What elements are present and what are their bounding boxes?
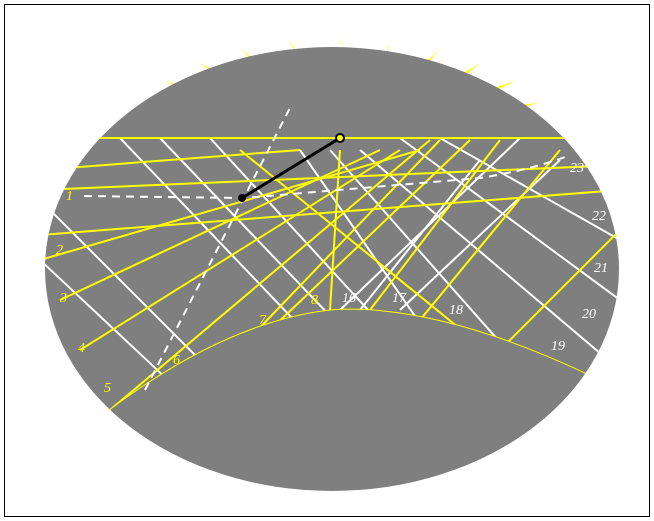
- hour-label-20: 20: [582, 307, 596, 322]
- yellow-hour-line: [45, 149, 421, 261]
- hour-label-22: 22: [592, 209, 606, 224]
- dashed-axis-line: [144, 103, 293, 391]
- hour-label-23: 23: [570, 161, 584, 176]
- hour-label-19: 19: [551, 339, 565, 354]
- hour-label-18: 18: [449, 303, 463, 318]
- sun-disc: [212, 80, 468, 138]
- white-hour-line: [399, 137, 619, 301]
- yellow-hour-line: [59, 149, 381, 301]
- yellow-hour-line: [45, 149, 301, 171]
- yellow-hour-line: [269, 139, 471, 331]
- hour-label-21: 21: [594, 261, 608, 276]
- gnomon-foot: [238, 194, 246, 202]
- white-hour-line: [399, 159, 561, 311]
- hour-label-8: 8: [311, 293, 318, 308]
- hour-label-3: 3: [59, 291, 67, 306]
- hour-label-1: 1: [66, 189, 73, 204]
- gnomon: [241, 136, 341, 200]
- yellow-hour-line: [329, 149, 341, 311]
- white-hour-line: [439, 137, 619, 241]
- hour-labels-left: 1 2 3 4 5 6 7 8: [56, 189, 318, 396]
- hour-label-7: 7: [259, 313, 267, 328]
- hour-label-16: 16: [342, 291, 356, 306]
- yellow-hour-line: [109, 139, 431, 411]
- hour-labels-right: 16 17 18 19 20 21 22 23: [342, 161, 608, 354]
- white-hour-line: [359, 159, 481, 311]
- dashed-horizon-line: [83, 155, 569, 200]
- hour-label-4: 4: [78, 341, 85, 356]
- hour-label-2: 2: [56, 243, 63, 258]
- hour-label-6: 6: [173, 353, 180, 368]
- yellow-hour-line: [499, 229, 619, 351]
- yellow-hour-lines: [45, 137, 619, 411]
- hour-label-5: 5: [104, 381, 111, 396]
- lower-plate: [60, 309, 619, 470]
- yellow-hour-line: [45, 189, 619, 236]
- hour-label-17: 17: [392, 291, 407, 306]
- yellow-hour-line: [369, 139, 501, 311]
- yellow-hour-line: [419, 149, 561, 321]
- yellow-hour-line: [79, 149, 401, 351]
- gnomon-tip: [335, 133, 345, 143]
- white-hour-line: [359, 149, 619, 371]
